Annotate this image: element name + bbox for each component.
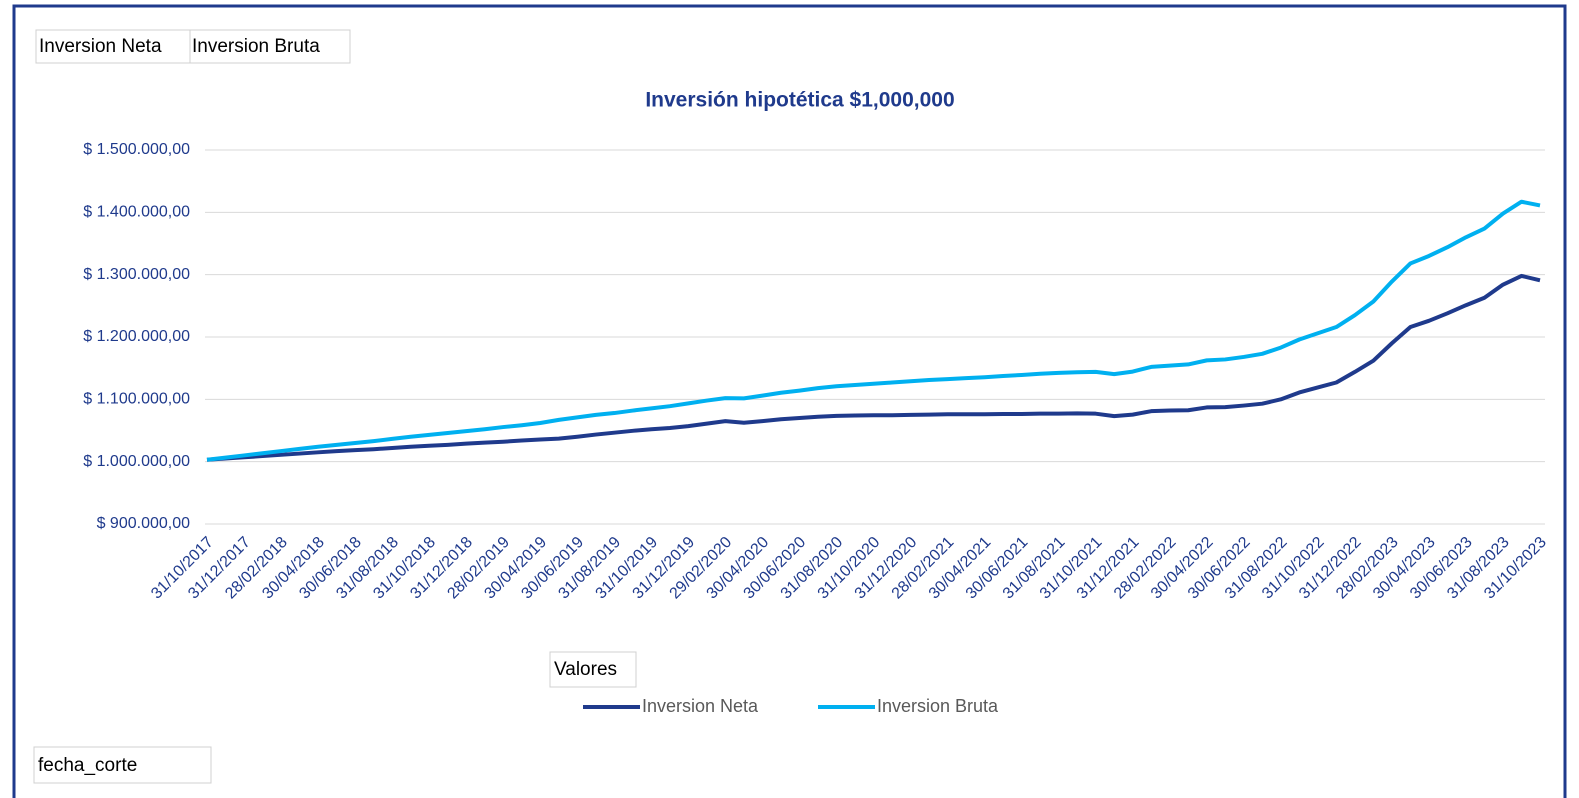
- y-tick-label: $ 900.000,00: [97, 515, 191, 532]
- filter-button-label[interactable]: Inversion Neta: [39, 36, 162, 57]
- axis-field-button-label[interactable]: fecha_corte: [38, 755, 137, 776]
- series-line: [206, 199, 1541, 462]
- y-tick-label: $ 1.200.000,00: [83, 328, 190, 345]
- values-button-label[interactable]: Valores: [554, 659, 617, 680]
- axis-field-button[interactable]: [33, 746, 212, 784]
- values-button[interactable]: [549, 651, 637, 688]
- filter-button-label[interactable]: Inversion Bruta: [192, 36, 320, 57]
- series-line: [206, 273, 1541, 462]
- chart-frame: [12, 4, 1567, 798]
- y-tick-label: $ 1.000.000,00: [83, 453, 190, 470]
- legend-label: Inversion Bruta: [877, 696, 999, 716]
- filter-button[interactable]: [35, 29, 191, 64]
- y-tick-label: $ 1.400.000,00: [83, 204, 190, 221]
- y-tick-label: $ 1.500.000,00: [83, 141, 190, 158]
- chart-title: Inversión hipotética $1,000,000: [645, 89, 954, 112]
- y-tick-label: $ 1.100.000,00: [83, 391, 190, 408]
- filter-button[interactable]: [189, 29, 351, 64]
- legend-label: Inversion Neta: [642, 696, 759, 716]
- y-tick-label: $ 1.300.000,00: [83, 266, 190, 283]
